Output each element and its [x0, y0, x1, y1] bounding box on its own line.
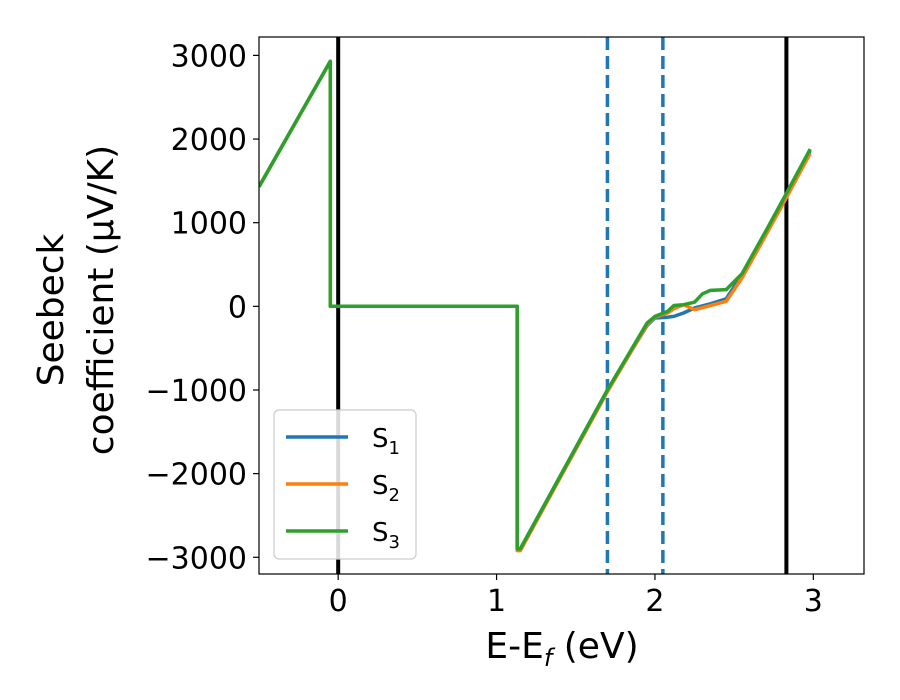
- x-tick-label: 0: [329, 584, 348, 619]
- legend-label-s2: S2: [372, 471, 400, 506]
- plot-area: [259, 37, 812, 574]
- y-tick-label: 1000: [171, 207, 247, 242]
- y-tick-label: 0: [228, 290, 247, 325]
- y-tick-label: −2000: [146, 458, 247, 493]
- x-tick-label: 3: [804, 584, 823, 619]
- legend: S1 S2 S3: [273, 409, 417, 560]
- y-axis-label-line1: Seebeck: [31, 233, 72, 386]
- x-tick-label: 2: [645, 584, 664, 619]
- legend-label-s1: S1: [372, 424, 400, 459]
- y-axis-label-line2: coefficient (μV/K): [81, 145, 122, 455]
- x-axis-label: E-Ef (eV): [485, 626, 638, 672]
- axes: 0 1 2 3 −3000 −2000 −1000 0 1000 2000 3000: [146, 36, 865, 619]
- y-tick-label: 2000: [171, 123, 247, 158]
- y-tick-label: 3000: [171, 39, 247, 74]
- x-tick-label: 1: [487, 584, 506, 619]
- y-tick-label: −1000: [146, 374, 247, 409]
- y-tick-label: −3000: [146, 541, 247, 576]
- legend-label-s3: S3: [372, 518, 400, 553]
- series-line-s3: [259, 59, 812, 551]
- plot-frame: [258, 36, 865, 575]
